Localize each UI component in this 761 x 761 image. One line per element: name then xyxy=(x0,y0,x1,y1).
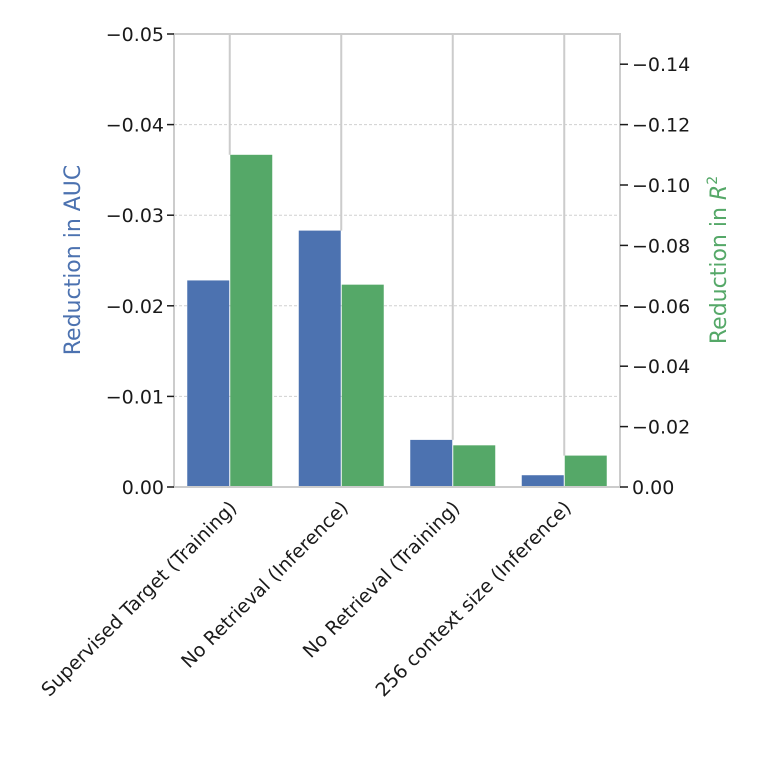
grid-lines xyxy=(174,124,620,397)
left-tick-label: −0.03 xyxy=(106,205,164,227)
left-axis-label: Reduction in AUC xyxy=(61,165,86,356)
left-tick-label: −0.02 xyxy=(106,296,164,318)
left-tick-label: −0.05 xyxy=(106,24,164,46)
bar-auc xyxy=(187,280,230,487)
bar-r2 xyxy=(453,445,496,487)
left-axis-ticks: 0.00 −0.01 −0.02 −0.03 −0.04 −0.05 xyxy=(106,24,174,499)
bar-auc xyxy=(410,439,453,487)
bars xyxy=(187,154,607,488)
left-tick-label: −0.04 xyxy=(106,115,164,137)
bar-r2 xyxy=(230,154,273,488)
right-tick-label: −0.12 xyxy=(632,115,690,137)
right-tick-label: −0.06 xyxy=(632,296,690,318)
right-tick-label: 0.00 xyxy=(632,477,674,499)
right-axis-ticks: 0.00 −0.02 −0.04 −0.06 −0.08 −0.10 −0.12 −0.14 xyxy=(620,54,690,499)
bar-auc xyxy=(298,230,341,488)
right-tick-label: −0.04 xyxy=(632,356,690,378)
category-label: Supervised Target (Training) xyxy=(37,497,241,701)
right-tick-label: −0.08 xyxy=(632,235,690,257)
category-guide-lines xyxy=(228,34,566,456)
right-tick-label: −0.14 xyxy=(632,54,690,76)
bar-r2 xyxy=(564,455,607,487)
category-label: 256 context size (Inference) xyxy=(371,497,575,701)
left-tick-label: −0.01 xyxy=(106,386,164,408)
plot-frame xyxy=(173,33,621,488)
right-tick-label: −0.02 xyxy=(632,417,690,439)
right-tick-label: −0.10 xyxy=(632,175,690,197)
bar-r2 xyxy=(341,284,384,487)
category-labels: Supervised Target (Training)No Retrieval… xyxy=(37,497,576,701)
right-axis-label: Reduction in R2 xyxy=(705,176,732,344)
bar-auc xyxy=(521,475,564,487)
left-tick-label: 0.00 xyxy=(122,477,164,499)
